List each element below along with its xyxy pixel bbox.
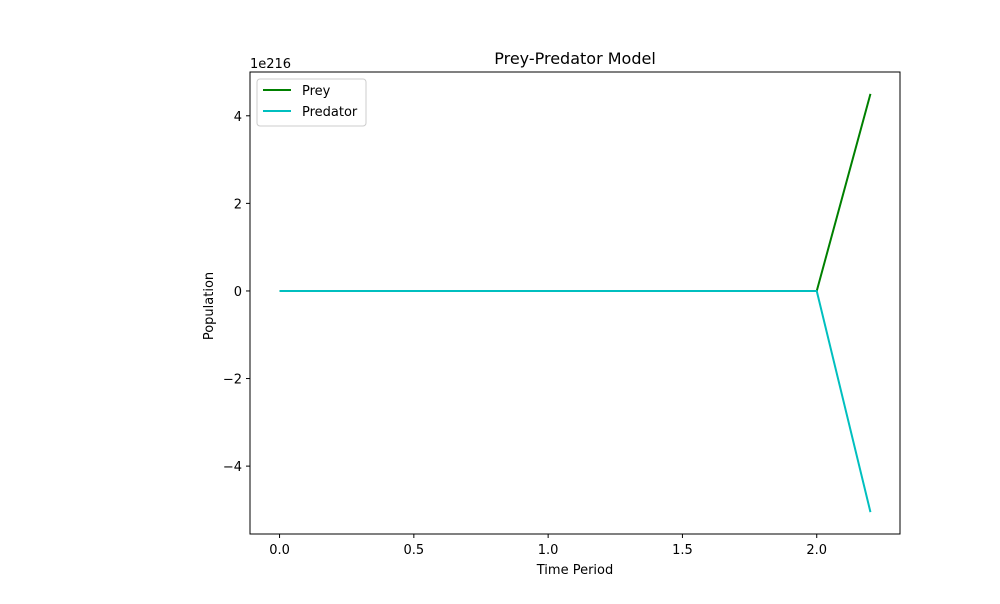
legend-label-prey: Prey	[302, 84, 331, 99]
y-axis-label: Population	[202, 272, 217, 340]
y-tick-label: −4	[223, 460, 242, 475]
ticks-layer: 0.0 0.5 1.0 1.5 2.0 −4 −2 0 2 4	[223, 110, 827, 558]
legend: Prey Predator	[256, 78, 367, 127]
series-layer	[279, 93, 872, 513]
chart-title: Prey-Predator Model	[494, 49, 656, 68]
series-line-predator	[279, 289, 872, 513]
x-tick-label: 1.0	[538, 543, 559, 558]
plot-area-frame	[249, 71, 901, 535]
y-offset-label: 1e216	[250, 57, 291, 72]
y-tick-label: −2	[223, 373, 242, 388]
legend-label-predator: Predator	[302, 105, 358, 120]
x-tick-label: 0.0	[269, 543, 290, 558]
y-tick-label: 0	[234, 285, 242, 300]
x-axis-label: Time Period	[536, 563, 613, 578]
y-tick-label: 4	[234, 110, 242, 125]
x-tick-label: 2.0	[806, 543, 827, 558]
x-tick-label: 1.5	[672, 543, 693, 558]
x-tick-label: 0.5	[403, 543, 424, 558]
y-tick-label: 2	[234, 197, 242, 212]
